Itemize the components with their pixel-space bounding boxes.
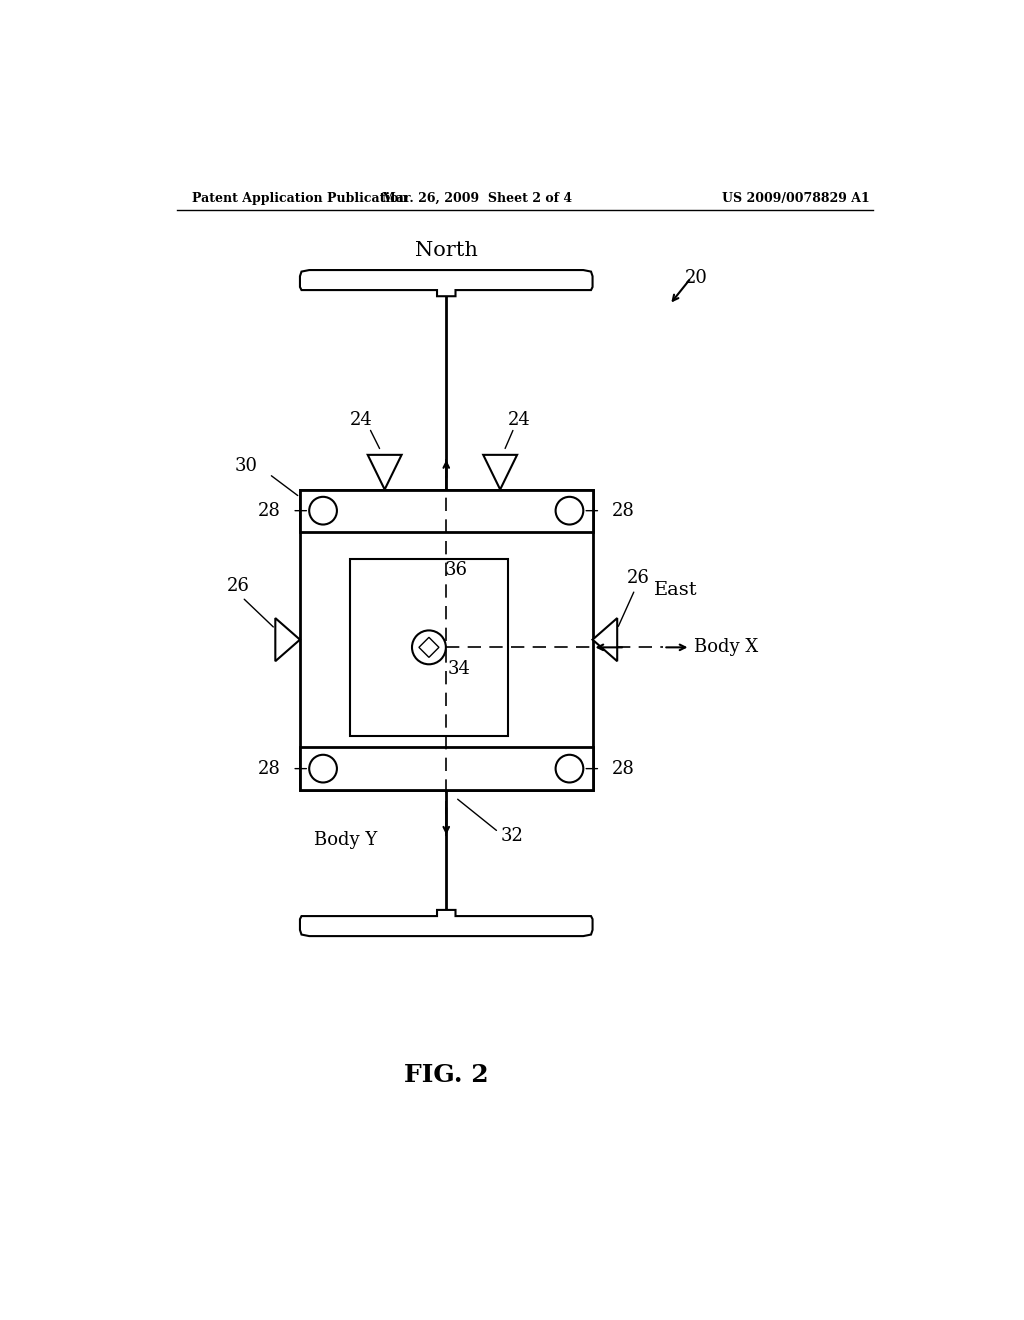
Circle shape	[412, 631, 445, 664]
Text: Patent Application Publication: Patent Application Publication	[193, 191, 408, 205]
Polygon shape	[300, 271, 593, 296]
Bar	[350, 558, 508, 737]
Text: 26: 26	[628, 569, 650, 587]
Text: 28: 28	[258, 502, 281, 520]
Bar	[300, 490, 593, 532]
Text: 28: 28	[611, 502, 635, 520]
Circle shape	[309, 496, 337, 524]
Text: 30: 30	[234, 458, 258, 475]
Text: 28: 28	[611, 759, 635, 777]
Text: 34: 34	[447, 660, 470, 678]
Text: FIG. 2: FIG. 2	[403, 1063, 488, 1086]
Polygon shape	[368, 455, 401, 490]
Text: Mar. 26, 2009  Sheet 2 of 4: Mar. 26, 2009 Sheet 2 of 4	[382, 191, 572, 205]
Polygon shape	[275, 618, 300, 661]
Text: 24: 24	[508, 412, 530, 429]
Circle shape	[556, 496, 584, 524]
Text: Body Y: Body Y	[313, 830, 377, 849]
Text: 26: 26	[227, 577, 250, 595]
Text: 32: 32	[500, 828, 523, 845]
Bar	[300, 490, 593, 789]
Polygon shape	[593, 618, 617, 661]
Text: 22: 22	[562, 758, 585, 776]
Polygon shape	[300, 909, 593, 936]
Text: North: North	[415, 242, 478, 260]
Polygon shape	[483, 455, 517, 490]
Text: 28: 28	[258, 759, 281, 777]
Polygon shape	[419, 638, 439, 657]
Text: East: East	[654, 581, 697, 598]
Circle shape	[309, 755, 337, 783]
Text: 36: 36	[444, 561, 467, 579]
Text: US 2009/0078829 A1: US 2009/0078829 A1	[722, 191, 869, 205]
Text: 20: 20	[685, 269, 708, 286]
Bar	[300, 747, 593, 789]
Text: 24: 24	[350, 412, 373, 429]
Circle shape	[556, 755, 584, 783]
Text: Body X: Body X	[694, 639, 759, 656]
